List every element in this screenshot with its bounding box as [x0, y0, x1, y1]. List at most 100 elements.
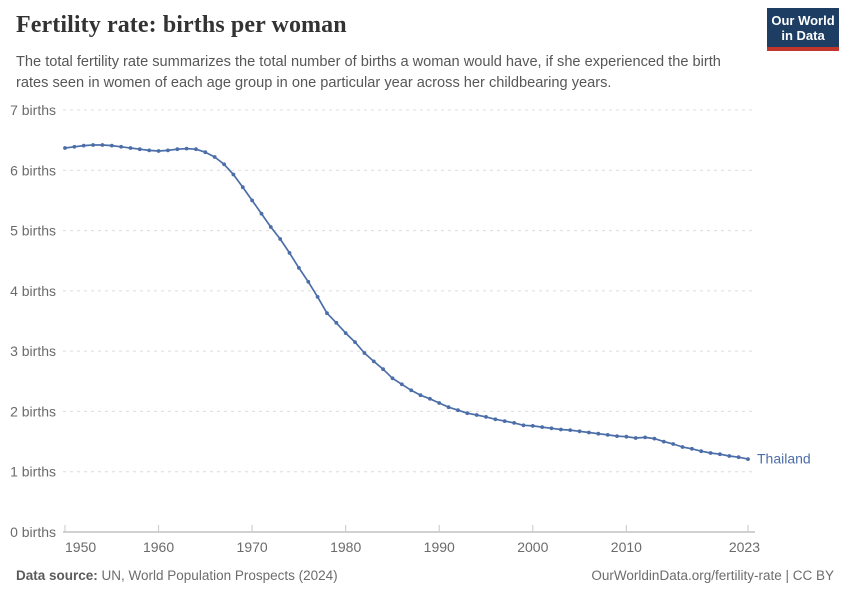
data-point[interactable]: [231, 172, 236, 177]
data-point[interactable]: [577, 429, 582, 434]
data-point[interactable]: [652, 436, 657, 441]
page-title: Fertility rate: births per woman: [16, 12, 347, 38]
x-axis-label: 1990: [424, 539, 455, 555]
data-point[interactable]: [456, 408, 460, 413]
data-point[interactable]: [474, 413, 479, 417]
data-point[interactable]: [502, 419, 507, 423]
data-point[interactable]: [718, 452, 722, 457]
data-point[interactable]: [399, 382, 404, 387]
y-axis-label: 1 births: [10, 464, 56, 480]
data-point[interactable]: [147, 148, 152, 153]
data-point[interactable]: [268, 225, 273, 229]
y-axis-label: 5 births: [10, 223, 56, 239]
data-point[interactable]: [381, 367, 385, 372]
data-point[interactable]: [484, 415, 488, 419]
data-point[interactable]: [428, 396, 432, 401]
chart-footer: Data source: UN, World Population Prospe…: [16, 568, 834, 583]
data-point[interactable]: [278, 237, 283, 241]
data-point[interactable]: [559, 427, 563, 432]
y-axis-label: 4 births: [10, 283, 56, 299]
x-axis-label: 1970: [237, 539, 268, 555]
data-point[interactable]: [119, 144, 123, 149]
data-point[interactable]: [521, 423, 526, 428]
x-axis-label: 2000: [517, 539, 548, 555]
data-point[interactable]: [137, 147, 142, 152]
data-point[interactable]: [418, 393, 423, 398]
data-point[interactable]: [184, 146, 189, 151]
data-point[interactable]: [175, 147, 180, 152]
data-point[interactable]: [624, 434, 629, 439]
data-point[interactable]: [203, 150, 208, 155]
data-point[interactable]: [166, 148, 170, 153]
data-point[interactable]: [661, 439, 666, 444]
data-point[interactable]: [605, 433, 610, 437]
data-point[interactable]: [334, 320, 339, 325]
data-point[interactable]: [690, 446, 694, 451]
data-point[interactable]: [194, 147, 198, 152]
line-chart-plot-area[interactable]: 0 births 1 births 2 births 3 births 4 births…: [0, 95, 850, 565]
data-point[interactable]: [493, 417, 498, 422]
data-point[interactable]: [353, 340, 357, 344]
data-point[interactable]: [409, 388, 414, 393]
data-point[interactable]: [633, 436, 638, 440]
data-point[interactable]: [100, 143, 105, 147]
data-point[interactable]: [615, 434, 619, 438]
data-point[interactable]: [596, 431, 601, 436]
data-point[interactable]: [212, 155, 217, 159]
data-point[interactable]: [680, 445, 685, 449]
data-point[interactable]: [643, 435, 647, 440]
data-point[interactable]: [259, 211, 264, 216]
data-point[interactable]: [222, 162, 227, 167]
data-point[interactable]: [727, 454, 732, 458]
data-source-text: UN, World Population Prospects (2024): [97, 568, 338, 583]
data-point[interactable]: [587, 430, 591, 435]
data-line-thailand[interactable]: [64, 144, 749, 460]
data-point[interactable]: [699, 449, 704, 454]
data-point[interactable]: [390, 376, 395, 381]
data-point[interactable]: [250, 198, 255, 203]
x-axis-label: 2023: [729, 539, 760, 555]
data-point[interactable]: [568, 428, 573, 432]
data-point[interactable]: [671, 442, 676, 446]
data-point[interactable]: [63, 146, 67, 150]
series-end-label[interactable]: Thailand: [757, 451, 811, 467]
data-point[interactable]: [91, 143, 95, 147]
data-point[interactable]: [287, 251, 292, 255]
data-point[interactable]: [512, 421, 516, 425]
data-point[interactable]: [297, 266, 301, 270]
x-axis-label: 1950: [65, 539, 96, 555]
owid-logo-line2: in Data: [781, 28, 825, 43]
data-point[interactable]: [109, 143, 114, 148]
data-point[interactable]: [362, 351, 367, 355]
data-point[interactable]: [371, 359, 376, 364]
data-point[interactable]: [306, 279, 311, 284]
owid-citation-link[interactable]: OurWorldinData.org/fertility-rate | CC B…: [591, 568, 834, 583]
x-axis-label: 1960: [143, 539, 174, 555]
data-point[interactable]: [446, 405, 451, 410]
data-point[interactable]: [325, 311, 329, 316]
data-point[interactable]: [81, 143, 86, 148]
chart-subtitle: The total fertility rate summarizes the …: [16, 54, 721, 91]
y-axis-label: 3 births: [10, 343, 56, 359]
data-source-label: Data source:: [16, 568, 98, 583]
data-point[interactable]: [343, 331, 348, 335]
y-axis-label: 0 births: [10, 524, 56, 540]
data-point[interactable]: [128, 146, 133, 150]
data-point[interactable]: [540, 425, 545, 429]
data-point[interactable]: [156, 149, 161, 153]
data-point[interactable]: [549, 426, 554, 431]
y-axis-label: 7 births: [10, 102, 56, 118]
data-point[interactable]: [465, 411, 470, 416]
data-point[interactable]: [437, 401, 442, 405]
x-axis-label: 2010: [611, 539, 642, 555]
owid-logo-line1: Our World: [771, 13, 835, 28]
data-point[interactable]: [746, 457, 750, 461]
data-point[interactable]: [530, 424, 535, 428]
data-point[interactable]: [708, 451, 713, 455]
data-point[interactable]: [736, 455, 741, 460]
data-point[interactable]: [315, 295, 320, 299]
owid-logo[interactable]: Our World in Data: [767, 8, 839, 51]
data-point[interactable]: [72, 144, 77, 149]
y-axis-label: 6 births: [10, 162, 56, 178]
data-point[interactable]: [240, 185, 245, 190]
